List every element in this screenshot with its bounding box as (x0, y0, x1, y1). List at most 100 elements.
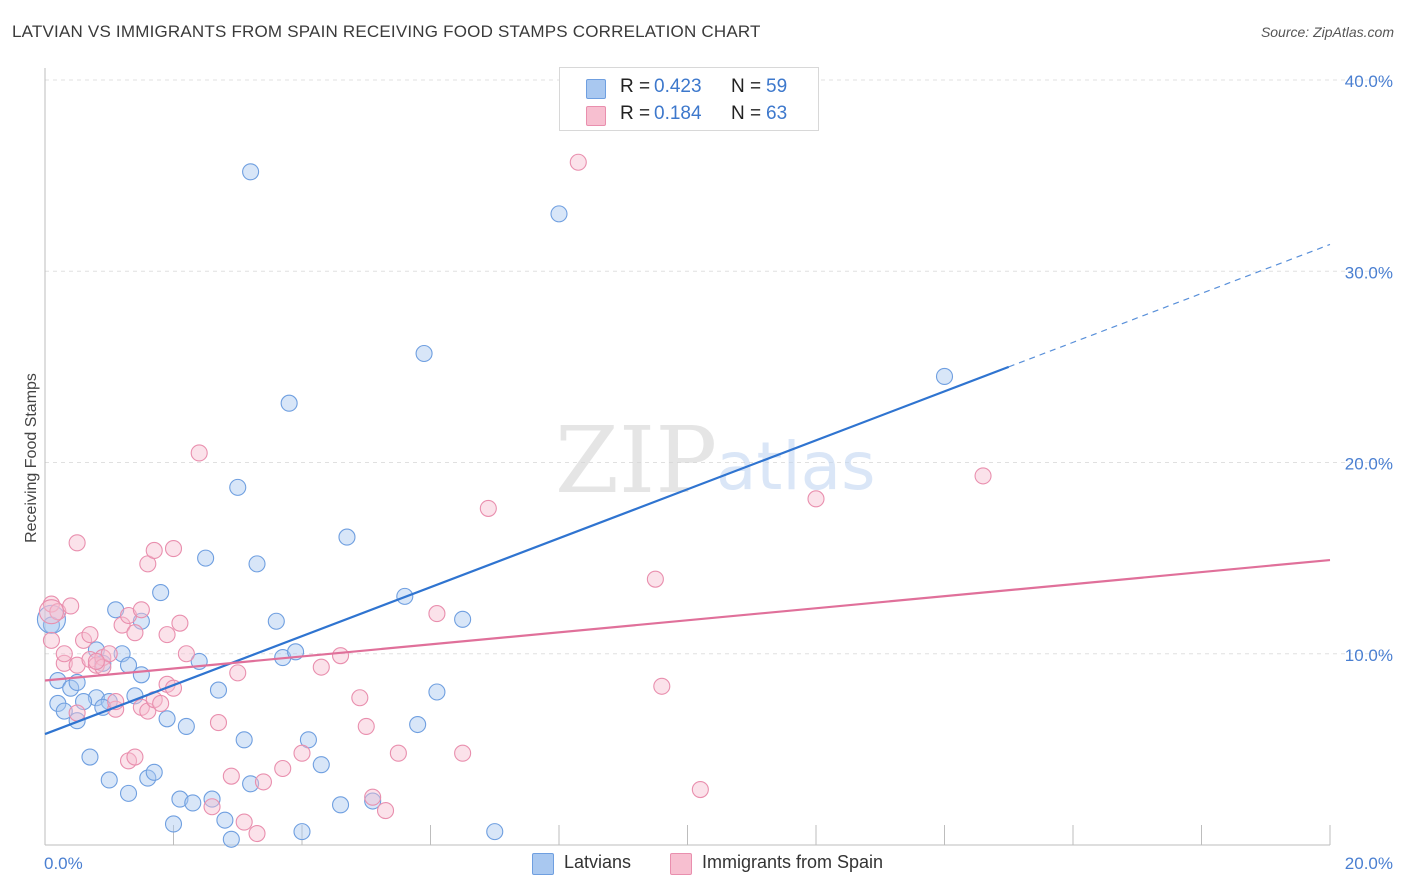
data-point-latvians (209, 681, 228, 699)
data-point-latvians (177, 717, 195, 735)
spain-points (38, 153, 992, 843)
data-point-spain (42, 631, 60, 649)
data-point-latvians (87, 689, 105, 707)
data-point-latvians (94, 654, 112, 672)
data-point-latvians (935, 367, 954, 385)
data-point-latvians (184, 794, 202, 812)
data-point-latvians (280, 394, 298, 412)
y-tick-label: 30.0% (1345, 263, 1393, 282)
data-point-spain (81, 650, 99, 669)
trend-line-latvians (44, 365, 1010, 736)
source-label: Source: ZipAtlas.com (1260, 24, 1394, 40)
data-point-latvians (242, 163, 260, 181)
data-point-latvians (119, 784, 138, 802)
data-point-spain (248, 824, 266, 843)
data-point-spain (376, 802, 395, 820)
data-point-spain (171, 614, 189, 632)
x-tick-label: 0.0% (44, 854, 83, 873)
data-point-spain (235, 813, 253, 831)
data-point-spain (274, 759, 292, 778)
latvians-points (36, 163, 954, 848)
data-point-latvians (242, 775, 260, 793)
data-point-spain (100, 645, 118, 663)
data-point-spain (55, 654, 73, 672)
data-point-spain (152, 694, 170, 713)
legend-swatch-blue (586, 79, 606, 99)
data-point-latvians (139, 769, 157, 787)
data-point-spain (254, 773, 273, 791)
y-tick-label: 10.0% (1345, 646, 1393, 665)
data-point-spain (158, 626, 176, 644)
watermark-zip: ZIP (555, 407, 717, 514)
trend-line-latvians-extension (1008, 243, 1331, 368)
data-point-spain (351, 689, 369, 707)
legend-n-label: N = (731, 103, 762, 124)
bottom-legend-label: Latvians (564, 852, 632, 872)
data-point-latvians (145, 763, 163, 781)
data-point-spain (113, 616, 131, 634)
data-point-spain (68, 534, 86, 552)
data-point-latvians (331, 796, 350, 814)
data-point-spain (132, 601, 150, 619)
data-point-latvians (229, 478, 247, 496)
data-point-latvians (55, 702, 73, 720)
watermark: ZIP atlas (555, 407, 876, 514)
data-point-latvians (62, 679, 80, 697)
data-point-spain (331, 647, 350, 665)
data-point-spain (75, 631, 93, 649)
data-point-latvians (152, 583, 170, 602)
data-point-spain (569, 153, 587, 171)
data-point-latvians (486, 823, 504, 841)
x-tick-label: 20.0% (1345, 854, 1393, 873)
data-point-spain (229, 664, 247, 682)
legend-r-value: 0.184 (654, 103, 702, 124)
data-point-latvians (132, 666, 150, 684)
y-axis-label: Receiving Food Stamps (23, 373, 40, 543)
bottom-legend-swatch-pink (670, 853, 692, 875)
data-point-spain (190, 444, 208, 462)
data-point-spain (653, 677, 671, 695)
data-point-latvians (235, 731, 253, 749)
data-point-latvians (267, 612, 285, 630)
y-tick-label: 40.0% (1345, 72, 1393, 91)
data-point-spain (177, 645, 195, 663)
data-point-latvians (428, 683, 446, 701)
data-point-latvians (81, 748, 99, 766)
data-point-spain (164, 540, 183, 558)
data-point-spain (222, 767, 240, 785)
data-point-spain (55, 645, 73, 663)
data-point-spain (428, 605, 446, 623)
legend-r-label: R = (620, 103, 651, 124)
data-point-latvians (197, 549, 215, 567)
data-point-spain (203, 798, 221, 816)
legend-swatch-pink (586, 106, 606, 126)
data-point-spain (389, 744, 407, 762)
data-point-latvians (164, 815, 183, 833)
tick-labels: 10.0% 20.0% 30.0% 40.0% 0.0% 20.0% (44, 72, 1393, 873)
data-point-spain (364, 788, 382, 806)
bottom-legend-label: Immigrants from Spain (702, 852, 884, 872)
legend-n-value: 59 (766, 76, 788, 97)
data-point-spain (357, 717, 375, 735)
data-point-spain (209, 714, 228, 732)
data-point-spain (974, 467, 992, 485)
data-point-latvians (338, 528, 356, 546)
data-point-latvians (312, 756, 330, 774)
data-point-latvians (364, 792, 382, 810)
data-point-latvians (158, 710, 176, 728)
data-point-spain (87, 652, 105, 670)
data-point-spain (145, 541, 163, 560)
data-point-latvians (171, 790, 189, 808)
data-point-latvians (454, 610, 472, 628)
data-point-spain (807, 490, 825, 508)
data-point-spain-large (38, 599, 64, 625)
data-point-spain (62, 597, 80, 615)
data-point-latvians (415, 344, 433, 363)
legend-r-value: 0.423 (654, 76, 702, 97)
bottom-legend-swatch-blue (532, 853, 554, 875)
legend: R = 0.423 N = 59 R = 0.184 N = 63 (559, 67, 819, 131)
legend-n-label: N = (731, 76, 762, 97)
legend-n-value: 63 (766, 103, 788, 124)
data-point-spain (691, 780, 709, 799)
